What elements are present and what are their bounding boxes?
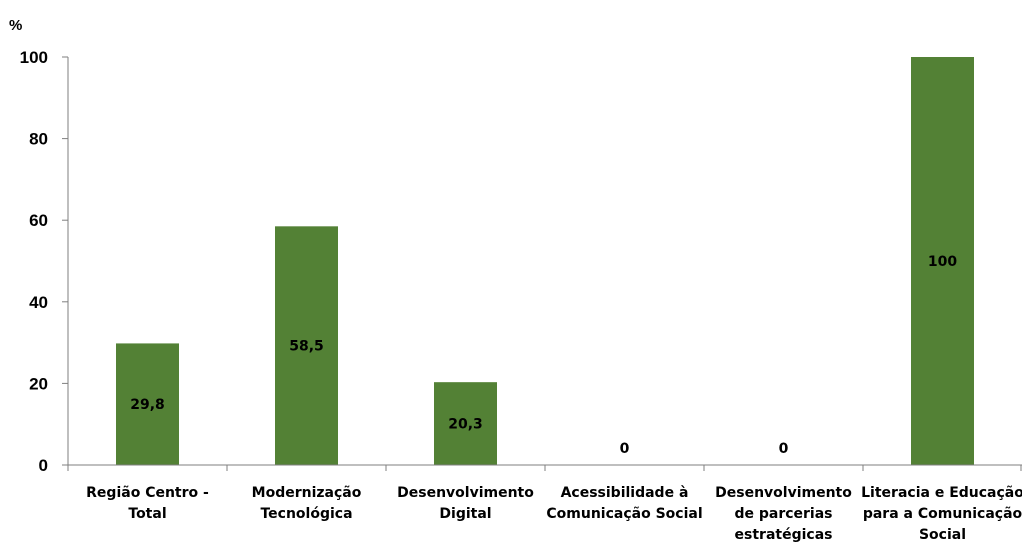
bar [434, 382, 497, 465]
y-tick-label: 40 [29, 293, 48, 312]
bar [911, 57, 974, 465]
y-tick-label: 20 [29, 374, 48, 393]
y-unit-label: % [9, 17, 22, 34]
data-label: 20,3 [448, 417, 483, 433]
y-tick-label: 100 [20, 48, 48, 67]
category-labels: Região Centro -Total Modernização Tecnológ… [86, 485, 1022, 543]
y-tick-label: 0 [39, 456, 48, 475]
x-category-label: Desenvolvimento Digital [397, 485, 534, 522]
data-labels: 29,8 58,5 20,3 0 0 100 [130, 254, 957, 457]
bar [116, 343, 179, 465]
y-axis-ticks: 0 20 40 60 80 100 [20, 48, 69, 475]
x-category-label: Acessibilidade à Comunicação Social [546, 485, 702, 522]
x-category-label: Região Centro -Total [86, 485, 209, 522]
x-axis [67, 464, 1022, 471]
y-tick-label: 60 [29, 211, 48, 230]
bars [116, 57, 974, 465]
data-label: 58,5 [289, 339, 324, 355]
bar [275, 226, 338, 465]
x-category-label: Desenvolvimento de parcerias estratégicas [715, 485, 852, 543]
x-category-label: Modernização Tecnológica [252, 485, 362, 522]
data-label: 0 [620, 441, 630, 457]
x-category-label: Literacia e Educação para a Comunicação So… [861, 485, 1022, 543]
data-label: 0 [779, 441, 789, 457]
data-label: 29,8 [130, 397, 165, 413]
data-label: 100 [928, 254, 957, 270]
y-tick-label: 80 [29, 130, 48, 149]
